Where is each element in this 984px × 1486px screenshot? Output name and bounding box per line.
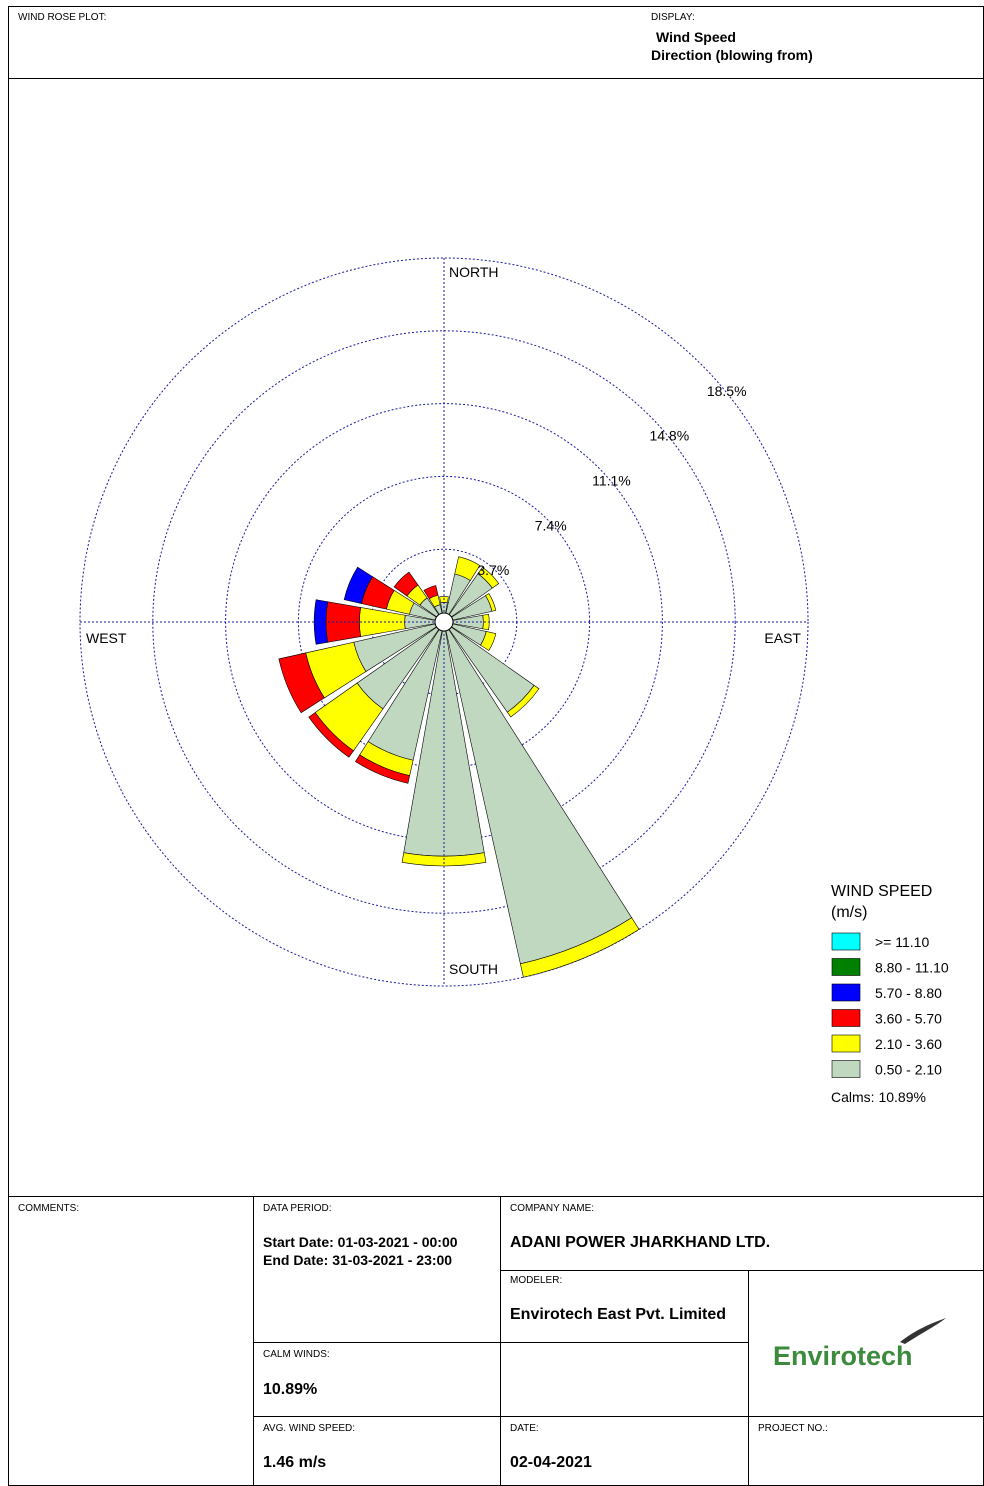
company-name: ADANI POWER JHARKHAND LTD.: [510, 1234, 770, 1251]
plot-label: WIND ROSE PLOT:: [18, 12, 106, 23]
legend-label: 3.60 - 5.70: [875, 1011, 942, 1027]
petal-segment: [480, 631, 497, 651]
petal-segment: [485, 593, 497, 612]
avg-value: 1.46 m/s: [263, 1454, 326, 1471]
petal-segment: [477, 566, 500, 589]
ring: [152, 330, 736, 914]
display-line: Wind Speed: [656, 29, 736, 45]
legend-swatch: [831, 1060, 861, 1078]
field-label: DATA PERIOD:: [263, 1203, 332, 1214]
petal-segment: [393, 571, 419, 597]
direction-label: SOUTH: [449, 961, 498, 977]
field-label: AVG. WIND SPEED:: [263, 1423, 355, 1434]
petal-segment: [506, 684, 540, 718]
display-line: Direction (blowing from): [651, 47, 813, 63]
legend-swatch: [831, 983, 861, 1002]
logo-swoosh: [900, 1318, 946, 1344]
legend-label: 2.10 - 3.60: [875, 1036, 942, 1052]
petal-segment: [520, 917, 640, 978]
legend-label: 0.50 - 2.10: [875, 1062, 942, 1078]
comments-label: COMMENTS:: [18, 1203, 79, 1214]
petal-segment: [308, 712, 354, 758]
ring-label: 18.5%: [707, 383, 747, 399]
logo: Envirotech: [773, 1341, 913, 1371]
calms-label: Calms: 10.89%: [831, 1089, 926, 1105]
field-label: MODELER:: [510, 1275, 562, 1286]
date-value: 02-04-2021: [510, 1454, 592, 1471]
legend-swatch: [831, 1034, 861, 1053]
ring-label: 7.4%: [535, 517, 567, 533]
field-label: PROJECT NO.:: [758, 1423, 828, 1434]
ring-label: 14.8%: [649, 428, 689, 444]
ring-label: 3.7%: [477, 562, 509, 578]
wind-rose: 3.7% 7.4% 11.1% 14.8% 18.5% NORTH EAST SOUTH WES…: [79, 257, 809, 987]
legend: >= 11.10 8.80 - 11.10 5.70 - 8.80 3.60 - 5.…: [831, 932, 949, 1078]
petal-segment: [355, 754, 411, 784]
modeler-name: Envirotech East Pvt. Limited: [510, 1306, 726, 1323]
field-label: COMPANY NAME:: [510, 1203, 594, 1214]
legend-swatch: [831, 1009, 861, 1027]
display-label: DISPLAY:: [651, 12, 695, 23]
legend-label: >= 11.10: [875, 934, 929, 950]
legend-swatch: [831, 932, 861, 951]
direction-label: NORTH: [449, 264, 499, 280]
direction-label: WEST: [86, 630, 127, 646]
petal-segment: [343, 566, 373, 604]
ring: [79, 257, 809, 987]
legend-title: WIND SPEED: [831, 883, 932, 900]
start-date: Start Date: 01-03-2021 - 00:00: [263, 1234, 458, 1250]
end-date: End Date: 31-03-2021 - 23:00: [263, 1252, 452, 1268]
petal-segment: [278, 652, 325, 714]
direction-label: EAST: [764, 630, 801, 646]
calm-circle: [434, 612, 454, 632]
legend-swatch: [831, 958, 861, 976]
field-label: CALM WINDS:: [263, 1349, 330, 1360]
petal-segment: [423, 585, 439, 600]
legend-label: 8.80 - 11.10: [875, 960, 949, 976]
petal-segment: [325, 601, 362, 643]
calm-value: 10.89%: [263, 1381, 317, 1398]
legend-label: 5.70 - 8.80: [875, 985, 942, 1001]
ring-label: 11.1%: [592, 473, 631, 489]
field-label: DATE:: [510, 1423, 539, 1434]
petal-segment: [454, 556, 481, 581]
petal-segment: [482, 613, 490, 631]
legend-units: (m/s): [831, 904, 867, 921]
